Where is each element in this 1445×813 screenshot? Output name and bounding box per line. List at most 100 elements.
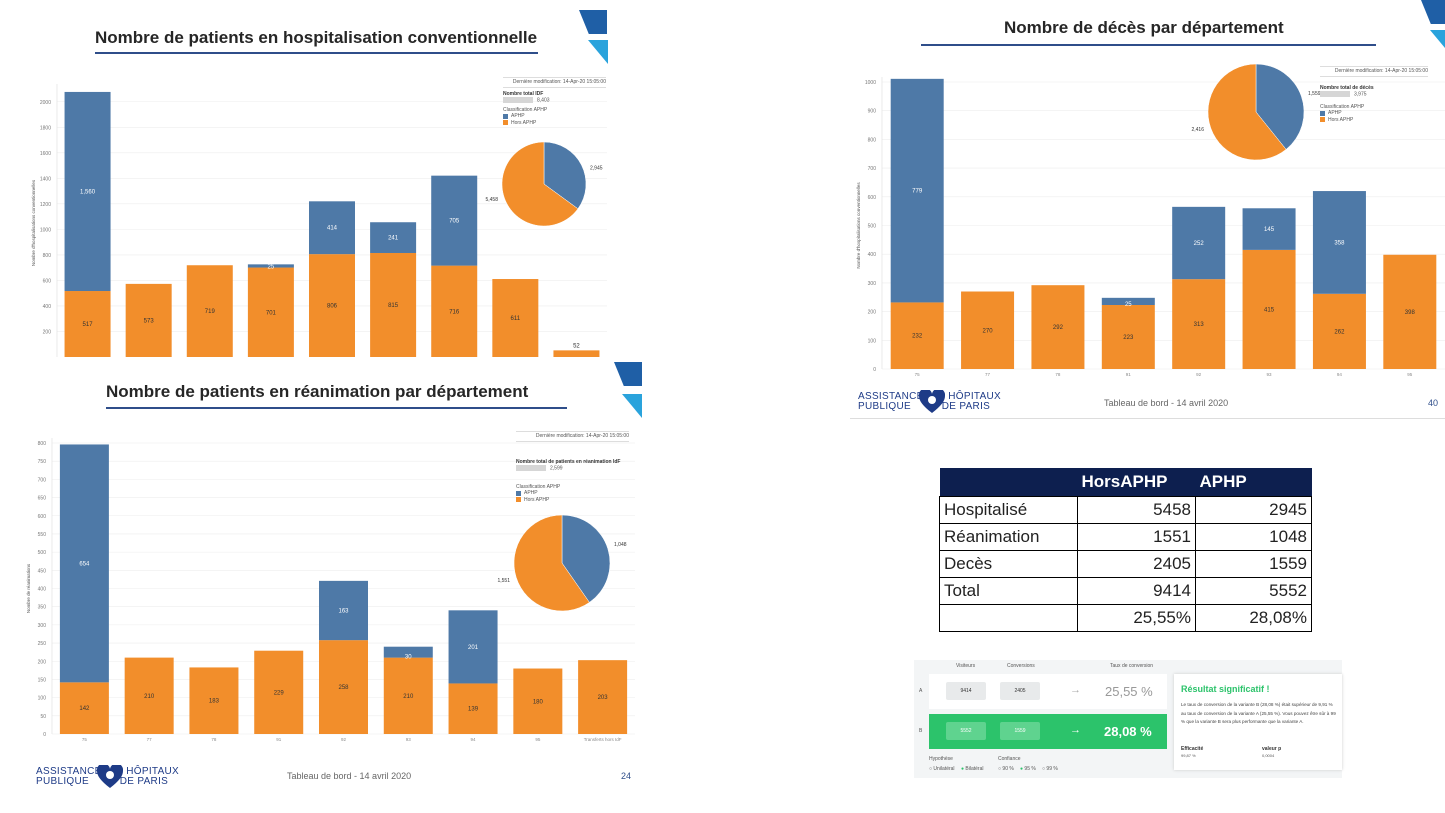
data-label-aphp: 25 (268, 265, 275, 271)
y-tick-label: 200 (868, 310, 877, 316)
y-tick-label: 200 (43, 329, 52, 335)
y-tick-label: 350 (38, 605, 47, 611)
x-tick-label: 93 (1267, 372, 1273, 377)
tl-meta-total-value: 8,403 (537, 97, 550, 104)
data-label-hors: 203 (598, 695, 609, 701)
bl-logo-l1b: HÔPITAUX (126, 766, 180, 777)
x-tick-label: 77 (147, 737, 153, 742)
ab-a-visitors-input[interactable]: 9414 (946, 682, 986, 700)
tr-key-hors (1320, 117, 1325, 122)
tl-title-underline (95, 52, 538, 54)
bl-logo-l2b: DE PARIS (119, 776, 169, 787)
data-label-aphp: 705 (449, 219, 460, 225)
x-tick-label: 75 (915, 372, 921, 377)
bl-meta-total-label: Nombre total de patients en réanimation … (516, 458, 621, 465)
ab-b-conversions-input[interactable]: 1559 (1000, 722, 1040, 740)
bar-hors-aphp (1312, 293, 1366, 369)
pie-slice-aphp (543, 141, 587, 210)
table-cell: Total (939, 577, 1078, 605)
bar-aphp (1172, 206, 1226, 280)
table-row: Decès 2405 1559 (939, 550, 1312, 578)
y-tick-label: 300 (38, 623, 47, 629)
data-label-hors: 229 (274, 690, 285, 696)
data-label-aphp: 358 (1334, 240, 1345, 246)
ab-col-visitors: Visiteurs (956, 663, 976, 669)
tr-logo: ASSISTANCE HÔPITAUX PUBLIQUE DE PARIS (858, 392, 1001, 412)
bar-hors-aphp (448, 683, 498, 734)
ab-conf-99-text: 99 % (1046, 766, 1058, 772)
y-tick-label: 1800 (40, 125, 51, 131)
y-tick-label: 800 (38, 441, 47, 447)
table-row: Réanimation 1551 1048 (939, 523, 1312, 551)
y-tick-label: 250 (38, 641, 47, 647)
ab-conf-99[interactable]: ○ 99 % (1042, 766, 1058, 772)
tr-footer-divider (850, 418, 1445, 419)
data-label-hors: 52 (573, 343, 580, 349)
data-label-hors: 183 (209, 699, 220, 705)
ab-b-arrow-icon: → (1070, 724, 1081, 736)
x-tick-label: 95 (535, 737, 541, 742)
x-tick-label: 92 (1196, 372, 1202, 377)
tl-key-aphp (503, 113, 508, 119)
tr-page-number: 40 (1428, 398, 1439, 408)
tl-meta-hors: Hors APHP (511, 119, 537, 126)
y-axis-label: Nombre d'hospitalisations conventionnell… (31, 179, 36, 266)
bar-hors-aphp (553, 350, 600, 357)
ab-conf-label: Confiance (998, 756, 1021, 762)
bar-hors-aphp (890, 302, 944, 369)
bl-page-number: 24 (621, 771, 632, 781)
bar-aphp (319, 580, 368, 641)
data-label-aphp: 252 (1194, 241, 1205, 247)
pie-label-hors: 5,458 (485, 197, 498, 203)
bl-heart-logo-icon (97, 765, 123, 788)
ab-a-conversions-input[interactable]: 2405 (1000, 682, 1040, 700)
bl-meta-box (516, 465, 546, 471)
ab-b-rate: 28,08 % (1104, 724, 1152, 739)
tl-meta-modified: Dernière modification: 14-Apr-20 15:05:0… (503, 77, 606, 88)
ab-col-rate: Taux de conversion (1110, 663, 1154, 669)
bar-hors-aphp (1031, 285, 1085, 369)
tl-meta-box (503, 97, 533, 103)
data-label-aphp: 654 (79, 561, 90, 567)
tr-logo-l2b: DE PARIS (941, 401, 991, 412)
data-label-hors: 258 (338, 685, 349, 691)
tl-title: Nombre de patients en hospitalisation co… (95, 28, 538, 47)
ab-hyp-uni-text: Unilatéral (933, 766, 955, 772)
bar-aphp (1242, 208, 1296, 250)
ab-result-text: Le taux de conversion de la variante B (… (1181, 702, 1336, 725)
table-cell: 2945 (1195, 496, 1312, 524)
ab-hyp-uni[interactable]: ○ Unilatéral (929, 766, 955, 772)
data-label-aphp: 145 (1264, 227, 1275, 233)
table-cell: 5552 (1195, 577, 1312, 605)
data-label-hors: 270 (983, 328, 994, 334)
data-label-hors: 210 (144, 694, 155, 700)
bar-aphp (448, 610, 498, 684)
ab-conf-95[interactable]: ● 95 % (1020, 766, 1036, 772)
y-axis-label: Nombre d'hospitalisations conventionnell… (856, 182, 861, 269)
bl-title-underline (106, 407, 567, 409)
table-cell: Hospitalisé (939, 496, 1078, 524)
y-tick-label: 100 (38, 696, 47, 702)
bar-aphp (309, 201, 355, 255)
ab-b-visitors-input[interactable]: 5552 (946, 722, 986, 740)
y-tick-label: 500 (868, 224, 877, 230)
x-tick-label: 78 (1055, 372, 1061, 377)
bar-aphp (247, 264, 294, 268)
pie-slice-aphp (1255, 63, 1305, 150)
data-label-aphp: 1,560 (80, 189, 96, 195)
bl-meta-class-label: Classification APHP (516, 483, 561, 490)
bar-aphp (1312, 191, 1366, 294)
tl-meta-total-label: Nombre total IDF (503, 90, 544, 97)
ab-hyp-bi[interactable]: ● Bilatéral (961, 766, 984, 772)
ab-row-a-label: A (919, 688, 923, 694)
y-tick-label: 450 (38, 568, 47, 574)
bar-hors-aphp (1101, 304, 1155, 369)
bl-logo: ASSISTANCE HÔPITAUX PUBLIQUE DE PARIS (36, 767, 179, 787)
tr-meta-box (1320, 91, 1350, 97)
bl-logo-l1a: ASSISTANCE (36, 766, 102, 777)
ab-p-label: valeur p (1262, 746, 1282, 752)
bar-hors-aphp (1242, 249, 1296, 369)
data-label-aphp: 241 (388, 236, 399, 242)
table-header-aphp: APHP (1195, 468, 1312, 497)
ab-conf-90[interactable]: ○ 90 % (998, 766, 1014, 772)
